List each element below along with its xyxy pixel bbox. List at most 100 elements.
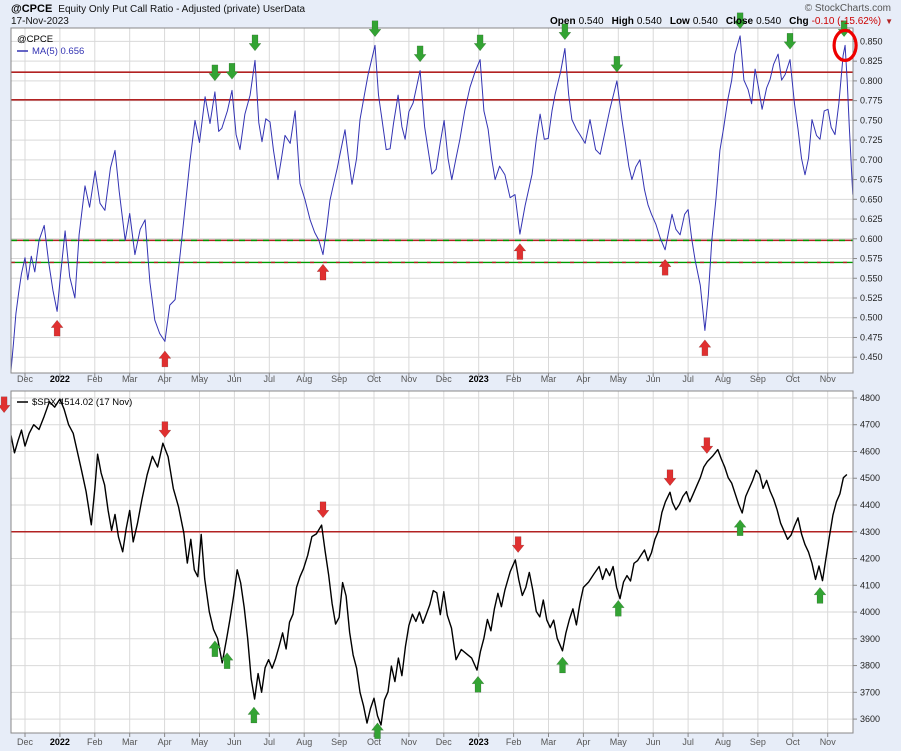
y-axis-label: 4000: [860, 607, 880, 617]
y-axis-label: 4600: [860, 446, 880, 456]
symbol-label: @CPCE: [11, 3, 53, 15]
red-arrow-up-icon: [658, 258, 672, 276]
plot-border: [10, 27, 854, 374]
x-axis-label: Mar: [122, 374, 138, 384]
y-axis-label: 4200: [860, 554, 880, 564]
x-axis-label: Oct: [367, 737, 382, 747]
x-axis-label: Oct: [786, 374, 801, 384]
green-arrow-up-icon: [208, 640, 222, 657]
chart-date: 17-Nov-2023: [11, 16, 69, 27]
x-axis-label: Nov: [401, 737, 418, 747]
green-arrow-down-icon: [225, 63, 239, 80]
open-label: Open: [550, 16, 576, 27]
x-axis-label: Jun: [227, 374, 242, 384]
y-axis-label: 0.750: [860, 115, 883, 125]
y-axis-label: 0.825: [860, 56, 883, 66]
x-axis-label: Sep: [331, 737, 347, 747]
red-arrow-down-icon: [511, 536, 525, 554]
green-arrow-down-icon: [558, 23, 572, 41]
x-axis-label: May: [191, 374, 209, 384]
y-axis-label: 3900: [860, 634, 880, 644]
green-arrow-down-icon: [733, 12, 747, 30]
x-axis-label: Oct: [786, 737, 801, 747]
green-arrow-down-icon: [208, 64, 222, 82]
y-axis-label: 0.850: [860, 36, 883, 46]
x-axis-label: Sep: [331, 374, 347, 384]
y-axis-label: 3800: [860, 661, 880, 671]
y-axis-label: 4700: [860, 420, 880, 430]
close-label: Close: [725, 16, 754, 27]
x-axis-label: Apr: [576, 374, 590, 384]
legend-label: @CPCE: [17, 34, 53, 45]
green-arrow-down-icon: [368, 20, 382, 38]
close-value: 0.540: [756, 16, 782, 27]
x-axis-label: Jul: [264, 737, 276, 747]
x-axis-label: Feb: [506, 737, 522, 747]
red-arrow-up-icon: [50, 319, 64, 337]
copyright-label: © StockCharts.com: [804, 3, 891, 14]
x-axis-label: Aug: [715, 374, 731, 384]
x-axis-label: May: [191, 737, 209, 747]
green-arrow-up-icon: [611, 599, 625, 617]
x-axis-label: Apr: [158, 737, 172, 747]
x-axis-label: Jul: [264, 374, 276, 384]
x-axis-label: Sep: [750, 737, 766, 747]
y-axis-label: 0.775: [860, 96, 883, 106]
y-axis-label: 0.575: [860, 254, 883, 264]
red-arrow-down-icon: [158, 421, 172, 439]
series-line-cpce-ma-5: [11, 35, 853, 371]
y-axis-label: 0.600: [860, 234, 883, 244]
x-axis-label: Dec: [436, 737, 453, 747]
y-axis-label: 0.475: [860, 332, 883, 342]
x-axis-label: May: [610, 737, 628, 747]
green-arrow-up-icon: [370, 722, 385, 740]
y-axis-label: 0.500: [860, 313, 883, 323]
legend-label: MA(5) 0.656: [32, 46, 84, 57]
y-axis-label: 0.450: [860, 352, 883, 362]
green-arrow-up-icon: [813, 586, 827, 604]
red-arrow-up-icon: [513, 243, 527, 260]
low-label: Low: [669, 16, 690, 27]
x-axis-label: Jul: [682, 737, 694, 747]
red-arrow-up-icon: [158, 350, 172, 368]
y-axis-label: 0.550: [860, 273, 883, 283]
y-axis-label: 0.700: [860, 155, 883, 165]
red-arrow-down-icon: [0, 396, 11, 414]
red-arrow-down-icon: [700, 437, 714, 455]
x-axis-label: 2023: [469, 374, 489, 384]
green-arrow-down-icon: [248, 34, 262, 52]
x-axis-label: Nov: [820, 374, 837, 384]
change-direction-down-icon: ▼: [885, 17, 893, 26]
green-arrow-down-icon: [783, 33, 797, 50]
x-axis-label: Aug: [296, 374, 312, 384]
green-arrow-up-icon: [220, 652, 234, 669]
x-axis-label: Mar: [541, 737, 557, 747]
y-axis-label: 4500: [860, 473, 880, 483]
x-axis-label: Jun: [646, 737, 661, 747]
red-arrow-up-icon: [316, 263, 330, 281]
green-arrow-down-icon: [473, 34, 487, 52]
chart-title: Equity Only Put Call Ratio - Adjusted (p…: [58, 4, 306, 15]
chg-label: Chg: [789, 16, 809, 27]
x-axis-label: Oct: [367, 374, 382, 384]
x-axis-label: 2022: [50, 737, 70, 747]
x-axis-label: Jun: [227, 737, 242, 747]
y-axis-label: 0.675: [860, 175, 883, 185]
y-axis-label: 0.800: [860, 76, 883, 86]
x-axis-label: Mar: [541, 374, 557, 384]
red-arrow-down-icon: [663, 469, 677, 487]
y-axis-label: 0.525: [860, 293, 883, 303]
x-axis-label: Mar: [122, 737, 138, 747]
green-arrow-up-icon: [555, 656, 570, 674]
green-arrow-down-icon: [413, 45, 427, 63]
red-arrow-down-icon: [316, 501, 330, 519]
x-axis-label: Dec: [436, 374, 453, 384]
plot-background: [11, 391, 853, 733]
legend-label: $SPX 4514.02 (17 Nov): [32, 397, 132, 408]
x-axis-label: Dec: [17, 737, 34, 747]
x-axis-label: Aug: [296, 737, 312, 747]
x-axis-label: Dec: [17, 374, 34, 384]
green-arrow-up-icon: [247, 706, 261, 724]
